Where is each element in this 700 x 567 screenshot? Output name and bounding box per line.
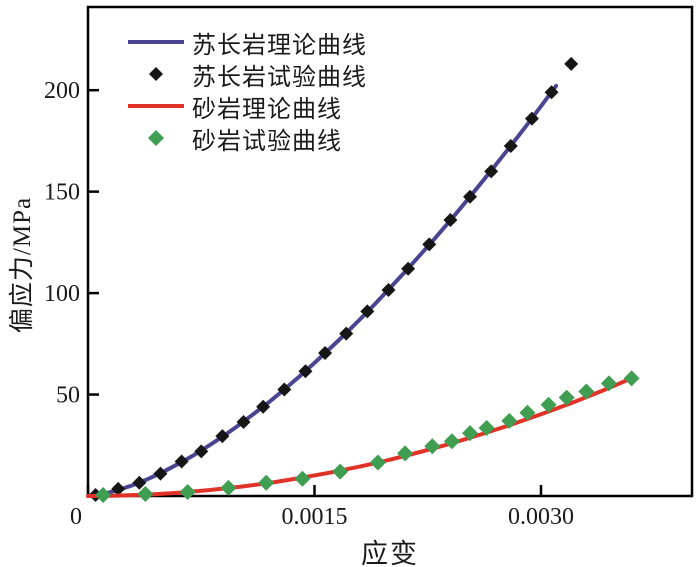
series-marker-3 xyxy=(443,433,460,450)
y-tick-label: 50 xyxy=(56,383,80,409)
series-marker-3 xyxy=(424,438,441,455)
series-marker-3 xyxy=(179,483,196,500)
series-marker-1 xyxy=(503,138,518,153)
series-marker-1 xyxy=(194,444,209,459)
series-marker-1 xyxy=(360,304,375,319)
series-marker-1 xyxy=(422,237,437,252)
series-marker-3 xyxy=(501,412,518,429)
series-marker-1 xyxy=(277,382,292,397)
legend-label: 砂岩试验曲线 xyxy=(192,128,342,155)
series-marker-3 xyxy=(600,375,617,392)
series-marker-1 xyxy=(111,481,126,496)
series-marker-1 xyxy=(174,454,189,469)
legend-label: 苏长岩理论曲线 xyxy=(192,32,367,59)
series-marker-3 xyxy=(220,479,237,496)
series-marker-1 xyxy=(401,261,416,276)
series-marker-3 xyxy=(294,470,311,487)
series-marker-3 xyxy=(137,485,154,502)
legend-item-sandstone-theory: 砂岩理论曲线 xyxy=(120,90,367,123)
series-marker-3 xyxy=(332,463,349,480)
series-marker-1 xyxy=(463,189,478,204)
series-marker-1 xyxy=(443,213,458,228)
diamond-swatch-icon xyxy=(148,130,164,146)
line-swatch-icon xyxy=(128,104,184,108)
series-marker-3 xyxy=(578,383,595,400)
series-marker-3 xyxy=(462,425,479,442)
legend-label: 砂岩理论曲线 xyxy=(192,96,342,123)
legend-item-sandstone-test: 砂岩试验曲线 xyxy=(120,122,367,155)
series-marker-1 xyxy=(381,283,396,298)
legend-item-norite-test: 苏长岩试验曲线 xyxy=(120,58,367,91)
series-marker-3 xyxy=(258,474,275,491)
series-marker-3 xyxy=(623,370,640,387)
y-axis-title: 偏应力/MPa xyxy=(9,196,36,334)
series-line-2 xyxy=(86,376,634,498)
series-marker-1 xyxy=(215,429,230,444)
y-tick-label: 150 xyxy=(44,180,80,206)
x-axis-title: 应变 xyxy=(361,539,419,567)
series-marker-1 xyxy=(153,466,168,481)
legend-label: 苏长岩试验曲线 xyxy=(192,64,367,91)
series-marker-3 xyxy=(558,389,575,406)
series-marker-1 xyxy=(132,475,147,490)
diamond-swatch-icon xyxy=(149,67,163,81)
x-tick-label: 0.0015 xyxy=(282,504,348,530)
series-marker-1 xyxy=(236,414,251,429)
series-marker-1 xyxy=(339,326,354,341)
series-marker-3 xyxy=(478,420,495,437)
series-marker-1 xyxy=(298,364,313,379)
series-marker-1 xyxy=(524,111,539,126)
x-tick-label: 0 xyxy=(70,504,82,530)
series-marker-1 xyxy=(256,399,271,414)
series-marker-1 xyxy=(544,85,559,100)
y-tick-label: 200 xyxy=(44,78,80,104)
line-swatch-icon xyxy=(128,40,184,44)
x-tick-label: 0.0030 xyxy=(508,504,574,530)
series-marker-1 xyxy=(484,164,499,179)
series-marker-3 xyxy=(397,445,414,462)
series-marker-1 xyxy=(318,345,333,360)
chart-legend: 苏长岩理论曲线 苏长岩试验曲线 砂岩理论曲线 砂岩试验曲线 xyxy=(120,26,367,155)
series-marker-3 xyxy=(519,404,536,421)
series-marker-3 xyxy=(369,454,386,471)
series-marker-1 xyxy=(564,56,579,71)
legend-item-norite-theory: 苏长岩理论曲线 xyxy=(120,26,367,59)
plot-frame xyxy=(86,5,694,498)
series-marker-3 xyxy=(95,486,112,503)
y-tick-label: 100 xyxy=(44,281,80,307)
series-marker-3 xyxy=(540,396,557,413)
